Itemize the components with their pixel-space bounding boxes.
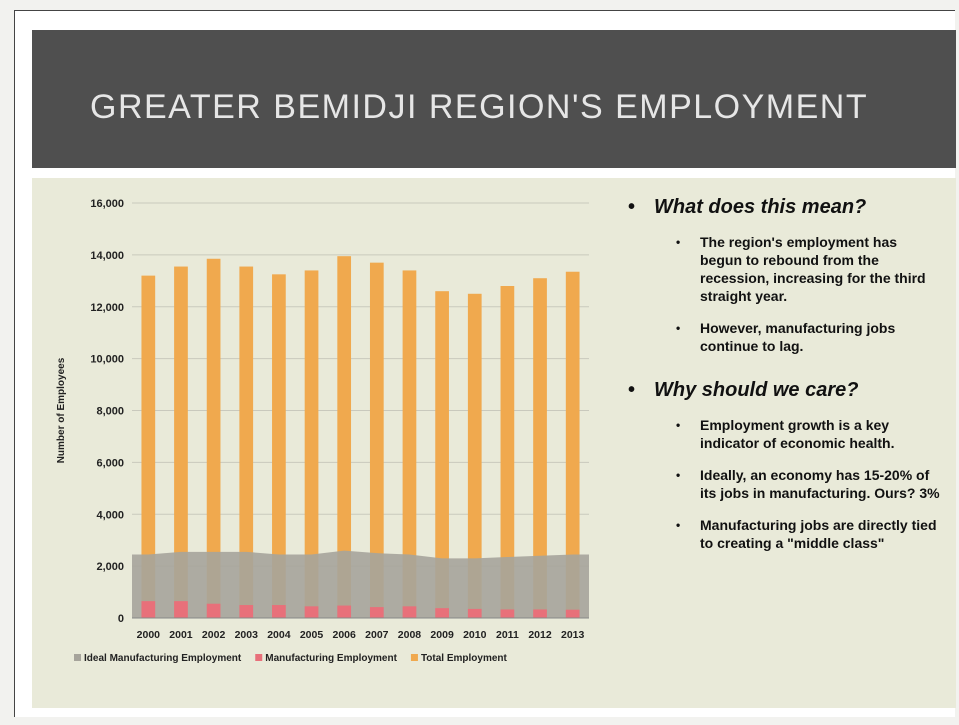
- y-tick-label: 16,000: [90, 198, 124, 210]
- employment-chart: 0 2,000 4,000 6,000 8,000 10,000 12,000 14,000 1…: [56, 198, 589, 664]
- total-employment-bar: [533, 278, 547, 618]
- bullet-dot-icon: •: [676, 418, 681, 432]
- title-bar: GREATER BEMIDJI REGION'S EMPLOYMENT: [32, 30, 956, 168]
- total-employment-bar: [337, 256, 352, 618]
- y-tick-label: 0: [118, 613, 124, 625]
- manufacturing-employment-bar: [500, 609, 515, 618]
- x-tick-label: 2002: [202, 629, 226, 641]
- y-tick-label: 10,000: [90, 354, 124, 366]
- sub-bullet: • Employment growth is a key indicator o…: [620, 416, 940, 452]
- x-tick-label: 2004: [267, 629, 291, 641]
- x-tick-label: 2008: [398, 629, 422, 641]
- total-employment-bar: [174, 266, 188, 618]
- total-employment-bar: [304, 270, 319, 618]
- manufacturing-employment-bar: [467, 608, 482, 618]
- sub-bullet: • Ideally, an economy has 15-20% of its …: [620, 466, 940, 502]
- bullet-dot-icon: •: [676, 235, 681, 249]
- y-tick-label: 12,000: [90, 302, 124, 314]
- manufacturing-employment-bar: [272, 605, 286, 618]
- x-tick-label: 2012: [528, 629, 552, 641]
- legend-swatch: [255, 654, 263, 661]
- sub-bullet-text: Employment growth is a key indicator of …: [700, 417, 895, 451]
- x-tick-label: 2005: [300, 629, 324, 641]
- question-what-does-this-mean: • What does this mean?: [620, 196, 950, 219]
- legend-swatch: [74, 654, 81, 661]
- total-employment-bar: [467, 293, 482, 618]
- question-why-should-we-care: • Why should we care?: [620, 379, 950, 402]
- sub-bullet-text: The region's employment has begun to reb…: [700, 234, 926, 304]
- x-tick-label: 2006: [332, 629, 356, 641]
- legend-label: Ideal Manufacturing Employment: [84, 653, 242, 664]
- sub-bullet: • The region's employment has begun to r…: [620, 233, 940, 305]
- x-tick-label: 2009: [430, 629, 454, 641]
- manufacturing-employment-bar: [141, 601, 156, 618]
- manufacturing-employment-bar: [304, 606, 319, 618]
- slide-title: GREATER BEMIDJI REGION'S EMPLOYMENT: [90, 88, 869, 126]
- question-text: What does this mean?: [654, 196, 867, 218]
- legend-label: Total Employment: [421, 653, 508, 664]
- manufacturing-employment-bar: [174, 601, 188, 618]
- manufacturing-employment-bar: [239, 605, 254, 618]
- bullet-dot-icon: •: [676, 468, 681, 482]
- manufacturing-employment-bar: [565, 609, 580, 618]
- total-employment-bar: [206, 258, 221, 618]
- ideal-manufacturing-area: [132, 550, 589, 618]
- x-tick-label: 2001: [169, 629, 193, 641]
- total-employment-bar: [565, 271, 580, 618]
- manufacturing-employment-bar: [206, 603, 221, 618]
- sub-bullet-text: Manufacturing jobs are directly tied to …: [700, 517, 937, 551]
- legend-label: Manufacturing Employment: [265, 653, 397, 664]
- sub-bullet-text: Ideally, an economy has 15-20% of its jo…: [700, 467, 940, 501]
- x-tick-label: 2010: [463, 629, 487, 641]
- total-employment-bar: [239, 266, 254, 618]
- manufacturing-employment-bar: [402, 606, 417, 618]
- bullet-dot-icon: •: [628, 196, 636, 218]
- sub-bullet: • Manufacturing jobs are directly tied t…: [620, 516, 940, 552]
- manufacturing-employment-bar: [533, 609, 547, 618]
- total-employment-bar: [272, 274, 286, 618]
- y-tick-label: 8,000: [96, 406, 124, 418]
- x-tick-label: 2011: [496, 629, 519, 641]
- y-tick-label: 6,000: [96, 457, 124, 469]
- x-tick-label: 2013: [561, 629, 585, 641]
- manufacturing-employment-bar: [435, 608, 449, 618]
- sub-bullet: • However, manufacturing jobs continue t…: [620, 319, 940, 355]
- x-tick-label: 2007: [365, 629, 389, 641]
- legend-swatch: [410, 654, 418, 661]
- y-axis-title: Number of Employees: [56, 357, 67, 463]
- total-employment-bar: [141, 275, 156, 618]
- y-tick-label: 4,000: [96, 509, 124, 521]
- x-tick-label: 2003: [235, 629, 259, 641]
- y-tick-label: 14,000: [90, 250, 124, 262]
- total-employment-bar: [500, 286, 515, 618]
- bullet-dot-icon: •: [676, 518, 681, 532]
- sub-bullet-text: However, manufacturing jobs continue to …: [700, 320, 896, 354]
- total-employment-bar: [435, 291, 449, 618]
- y-tick-label: 2,000: [96, 561, 124, 573]
- total-employment-bar: [402, 270, 417, 618]
- bullet-list: • What does this mean? • The region's em…: [620, 196, 950, 566]
- bullet-dot-icon: •: [628, 379, 636, 401]
- manufacturing-employment-bar: [369, 607, 384, 618]
- manufacturing-employment-bar: [337, 605, 352, 618]
- x-tick-label: 2000: [137, 629, 161, 641]
- question-text: Why should we care?: [654, 379, 859, 401]
- total-employment-bar: [369, 262, 384, 618]
- bullet-dot-icon: •: [676, 321, 681, 335]
